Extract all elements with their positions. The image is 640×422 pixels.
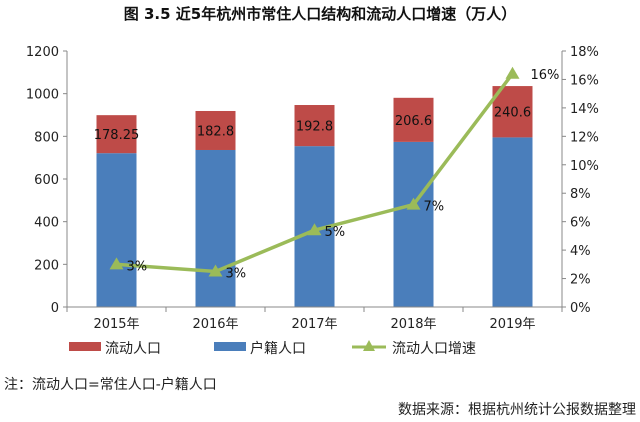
growth-marker bbox=[406, 197, 421, 210]
legend-swatch bbox=[214, 342, 246, 351]
bar-data-label: 192.8 bbox=[296, 120, 333, 135]
legend-label: 流动人口增速 bbox=[392, 341, 476, 357]
growth-marker bbox=[307, 223, 322, 236]
growth-data-label: 16% bbox=[531, 68, 560, 83]
bar-liudong bbox=[96, 115, 137, 154]
data-source: 数据来源：根据杭州统计公报数据整理 bbox=[398, 402, 636, 418]
x-tick-label: 2016年 bbox=[192, 317, 238, 332]
y-tick-label: 0 bbox=[51, 301, 59, 316]
bar-data-label: 206.6 bbox=[395, 114, 432, 129]
bar-liudong bbox=[294, 105, 335, 147]
y2-tick-label: 8% bbox=[570, 187, 591, 202]
x-tick-label: 2015年 bbox=[93, 317, 139, 332]
y2-tick-label: 18% bbox=[570, 45, 599, 60]
growth-data-label: 5% bbox=[325, 225, 346, 240]
y-tick-label: 1200 bbox=[26, 45, 59, 60]
bar-liudong bbox=[492, 86, 533, 138]
x-tick-label: 2017年 bbox=[291, 317, 337, 332]
y2-tick-label: 12% bbox=[570, 130, 599, 145]
growth-data-label: 3% bbox=[127, 259, 148, 274]
bar-huji bbox=[195, 149, 236, 307]
bar-huji bbox=[492, 137, 533, 307]
growth-data-label: 7% bbox=[424, 200, 445, 215]
bar-data-label: 240.6 bbox=[494, 106, 531, 121]
chart-title: 图 3.5 近5年杭州市常住人口结构和流动人口增速（万人） bbox=[124, 5, 516, 23]
y2-tick-label: 0% bbox=[570, 301, 591, 316]
y-tick-label: 800 bbox=[34, 130, 59, 145]
bar-huji bbox=[393, 141, 434, 307]
bar-liudong bbox=[393, 97, 434, 142]
y2-tick-label: 16% bbox=[570, 73, 599, 88]
growth-data-label: 3% bbox=[226, 266, 247, 281]
bar-data-label: 178.25 bbox=[94, 128, 140, 143]
footnote: 注：流动人口=常住人口-户籍人口 bbox=[4, 376, 217, 393]
bar-data-label: 182.8 bbox=[197, 124, 234, 139]
bar-liudong bbox=[195, 110, 236, 150]
y2-tick-label: 10% bbox=[570, 159, 599, 174]
legend-label: 户籍人口 bbox=[250, 340, 306, 357]
x-tick-label: 2019年 bbox=[489, 317, 535, 332]
y-tick-label: 600 bbox=[34, 173, 59, 188]
y-tick-label: 1000 bbox=[26, 88, 59, 103]
y2-tick-label: 2% bbox=[570, 273, 591, 288]
growth-marker bbox=[208, 264, 223, 277]
legend-label: 流动人口 bbox=[105, 341, 161, 357]
y2-tick-label: 14% bbox=[570, 102, 599, 117]
growth-marker bbox=[109, 257, 124, 270]
y2-tick-label: 6% bbox=[570, 216, 591, 231]
x-tick-label: 2018年 bbox=[390, 317, 436, 332]
y-tick-label: 400 bbox=[34, 216, 59, 231]
legend-marker bbox=[363, 340, 375, 351]
y2-tick-label: 4% bbox=[570, 244, 591, 259]
legend-swatch bbox=[69, 342, 101, 351]
y-tick-label: 200 bbox=[34, 258, 59, 273]
bar-huji bbox=[96, 153, 137, 307]
growth-marker bbox=[505, 66, 520, 79]
